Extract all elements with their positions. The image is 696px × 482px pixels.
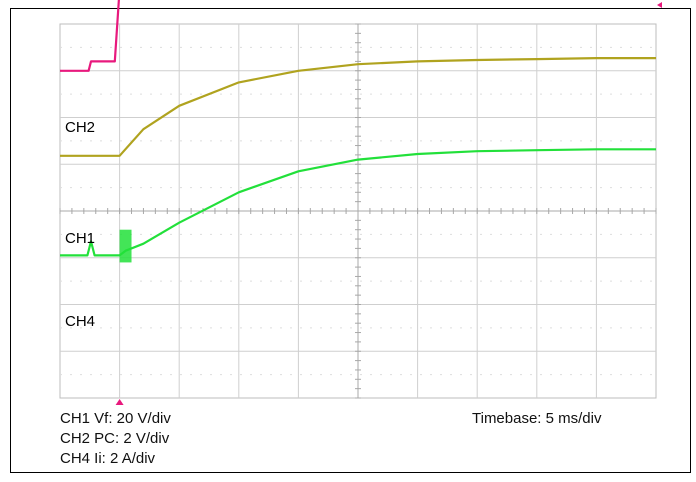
ch2-trace [60, 0, 120, 72]
trigger-level-marker [657, 1, 662, 8]
timebase-setting: Timebase: 5 ms/div [472, 410, 602, 427]
ch4-label: CH4 [65, 313, 96, 330]
ch1-trace [60, 56, 656, 157]
ch4-noise-burst [119, 229, 132, 263]
ch2-scale-setting: CH2 PC: 2 V/div [60, 430, 170, 447]
ch4-trace [60, 148, 656, 257]
ch1-label: CH1 [65, 230, 96, 247]
ch4-scale-setting: CH4 Ii: 2 A/div [60, 450, 156, 467]
ch1-scale-setting: CH1 Vf: 20 V/div [60, 410, 171, 427]
trigger-position-marker [115, 399, 124, 405]
ch2-label: CH2 [65, 119, 96, 136]
